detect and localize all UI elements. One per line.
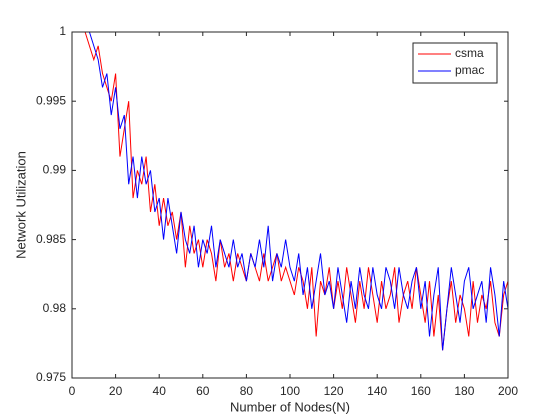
x-tick-label: 200 <box>498 384 518 398</box>
x-tick-label: 140 <box>367 384 387 398</box>
x-tick-label: 120 <box>324 384 344 398</box>
x-tick-label: 100 <box>280 384 300 398</box>
data-line <box>76 31 509 351</box>
x-tick-label: 20 <box>109 384 123 398</box>
data-line <box>76 31 509 351</box>
y-tick-label: 0.995 <box>36 93 66 107</box>
x-tick-label: 60 <box>196 384 210 398</box>
legend-label: pmac <box>455 63 484 77</box>
x-tick-label: 180 <box>454 384 474 398</box>
y-tick-label: 0.99 <box>43 163 67 177</box>
legend-label: csma <box>455 46 484 60</box>
y-tick-label: 0.98 <box>43 301 67 315</box>
y-tick-label: 0.975 <box>36 370 66 384</box>
x-tick-label: 40 <box>153 384 167 398</box>
x-tick-label: 160 <box>411 384 431 398</box>
y-tick-label: 1 <box>59 24 66 38</box>
y-axis-label: Network Utilization <box>13 151 28 259</box>
y-tick-label: 0.985 <box>36 232 66 246</box>
x-axis-label: Number of Nodes(N) <box>230 399 350 414</box>
axes-box <box>71 31 509 379</box>
x-tick-label: 80 <box>240 384 254 398</box>
legend-box <box>412 42 498 84</box>
x-tick-label: 0 <box>69 384 76 398</box>
